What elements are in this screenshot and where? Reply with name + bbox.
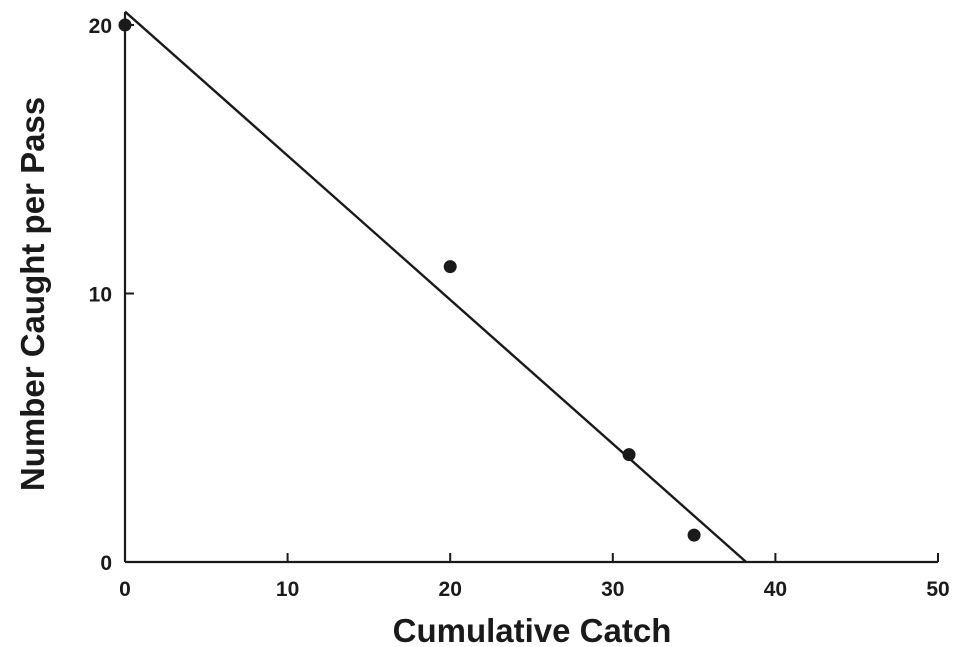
y-axis-title: Number Caught per Pass bbox=[14, 97, 51, 491]
x-axis-ticks: 0 10 20 30 40 50 bbox=[119, 553, 950, 601]
x-tick-label: 30 bbox=[601, 578, 624, 601]
y-tick-label: 0 bbox=[100, 552, 112, 575]
y-tick-label: 10 bbox=[89, 284, 112, 307]
x-tick-label: 0 bbox=[119, 578, 131, 601]
data-point bbox=[443, 260, 457, 274]
data-point bbox=[687, 528, 701, 542]
x-tick-label: 10 bbox=[276, 578, 299, 601]
data-point bbox=[622, 448, 636, 462]
x-tick-label: 50 bbox=[926, 578, 949, 601]
regression-line bbox=[124, 10, 747, 563]
data-points bbox=[118, 18, 701, 542]
axes bbox=[123, 12, 938, 564]
x-tick-label: 20 bbox=[439, 578, 462, 601]
y-tick-label: 20 bbox=[89, 15, 112, 38]
regression-line-group bbox=[124, 10, 747, 563]
x-tick-label: 40 bbox=[764, 578, 787, 601]
data-point bbox=[118, 18, 132, 32]
y-axis-ticks: 0 10 20 bbox=[89, 15, 134, 575]
x-axis-title: Cumulative Catch bbox=[393, 612, 672, 647]
